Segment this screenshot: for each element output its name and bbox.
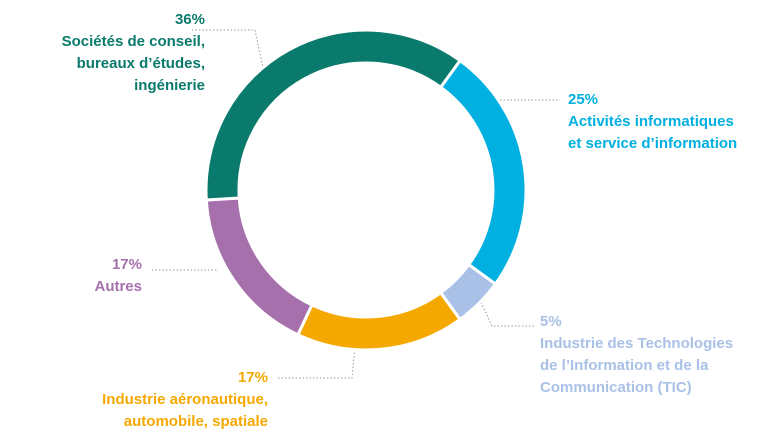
donut-segment <box>204 28 463 202</box>
segment-label: Activités informatiques <box>568 113 734 130</box>
percent-label: 36% <box>175 11 205 28</box>
donut-segment <box>438 58 528 287</box>
percent-label: 17% <box>238 369 268 386</box>
donut-segment <box>295 290 463 352</box>
leader-line <box>278 345 356 379</box>
segment-label: Sociétés de conseil, <box>62 33 205 50</box>
leader-line <box>192 29 264 69</box>
percent-label: 17% <box>112 256 142 273</box>
donut-segment <box>204 196 314 337</box>
leader-line <box>477 295 534 327</box>
segment-label: Communication (TIC) <box>540 379 692 396</box>
segment-label: de l’Information et de la <box>540 357 709 374</box>
segment-label: ingénierie <box>134 77 205 94</box>
segment-label: Autres <box>94 278 142 295</box>
segment-label: bureaux d’études, <box>77 55 205 72</box>
segment-label: Industrie des Technologies <box>540 335 733 352</box>
percent-label: 5% <box>540 313 562 330</box>
segment-label: automobile, spatiale <box>124 413 268 430</box>
segment-label: et service d’information <box>568 135 737 152</box>
segment-label: Industrie aéronautique, <box>102 391 268 408</box>
percent-label: 25% <box>568 91 598 108</box>
